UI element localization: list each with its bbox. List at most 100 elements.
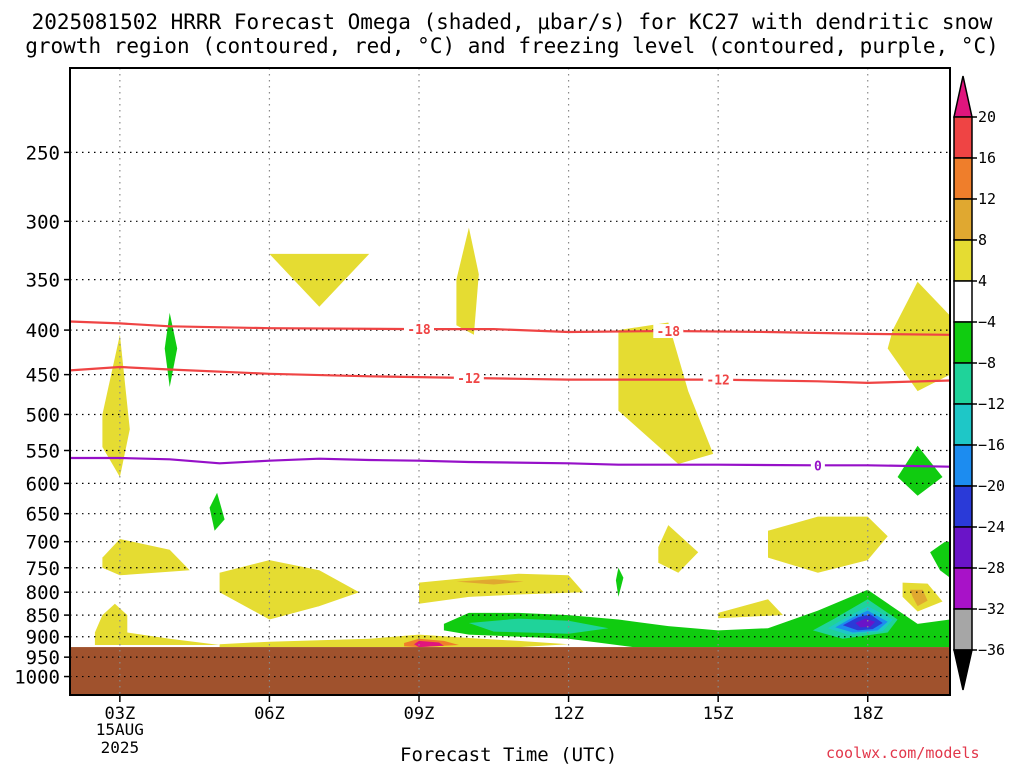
y-tick-label-500: 500: [26, 404, 60, 426]
y-tick-label-400: 400: [26, 320, 60, 342]
omega-region-15: [456, 579, 524, 585]
colorbar-label--32: −32: [978, 600, 1005, 618]
omega-region-18: [910, 589, 928, 607]
y-tick-label-950: 950: [26, 647, 60, 669]
colorbar-label--4: −4: [978, 313, 996, 331]
colorbar-bin-10: [953, 485, 973, 528]
colorbar-bin-4: [953, 239, 973, 282]
omega-region-16: [718, 599, 783, 619]
omega-region-11: [768, 516, 888, 573]
colorbar-bin-7: [953, 362, 973, 405]
colorbar-label-20: 20: [978, 108, 996, 126]
colorbar-label-4: 4: [978, 272, 987, 290]
contour-label-bg-1-1: [703, 372, 734, 387]
omega-region-22: [414, 640, 444, 648]
omega-region-2: [102, 334, 130, 477]
credit-label: coolwx.com/models: [826, 744, 980, 762]
x-tick-sublabel-year: 2025: [101, 738, 140, 757]
colorbar-bin-12: [953, 567, 973, 610]
colorbar-bin-2: [953, 157, 973, 200]
omega-region-12: [930, 541, 950, 578]
x-tick-label-06Z: 06Z: [254, 704, 285, 724]
omega-region-14: [419, 573, 584, 604]
colorbar-label-8: 8: [978, 231, 987, 249]
omega-region-3: [618, 322, 714, 464]
omega-region-1: [456, 227, 479, 335]
chart-title-line-2: growth region (contoured, red, °C) and f…: [25, 34, 999, 58]
omega-region-8: [102, 539, 190, 576]
colorbar-label-12: 12: [978, 190, 996, 208]
colorbar-label--16: −16: [978, 436, 1005, 454]
y-tick-label-750: 750: [26, 558, 60, 580]
colorbar-label--28: −28: [978, 559, 1005, 577]
y-axis: 2503003504004505005506006507007508008509…: [14, 142, 70, 689]
colorbar: 20 16 12 8 4 −4 −8 −12 −16 −20 −24 −28 −32 −36: [953, 75, 1005, 691]
omega-region-24: [468, 618, 609, 634]
contour-line-0: [70, 320, 950, 336]
colorbar-bin-5: [953, 280, 973, 323]
terrain-block: [70, 647, 950, 695]
omega-region-7: [209, 492, 225, 531]
y-tick-label-800: 800: [26, 582, 60, 604]
contour-label-0-0: -18: [407, 323, 431, 338]
contour-label-bg-0-0: [404, 322, 435, 337]
grid-layer: [70, 68, 950, 695]
x-tick-label-09Z: 09Z: [404, 704, 435, 724]
y-tick-label-700: 700: [26, 532, 60, 554]
y-tick-label-450: 450: [26, 365, 60, 387]
x-axis-label: Forecast Time (UTC): [400, 744, 618, 766]
contour-label-bg-2-0: [810, 458, 825, 473]
omega-region-4: [887, 281, 950, 392]
colorbar-bin-3: [953, 198, 973, 241]
omega-region-13: [615, 567, 624, 597]
y-tick-label-300: 300: [26, 211, 60, 233]
omega-region-19: [94, 603, 220, 645]
omega-region-10: [658, 525, 699, 573]
contour-label-bg-1-0: [453, 370, 484, 385]
x-tick-label-03Z: 03Z: [104, 704, 135, 724]
y-tick-label-250: 250: [26, 142, 60, 164]
x-tick-label-12Z: 12Z: [553, 704, 584, 724]
colorbar-bin-6: [953, 321, 973, 364]
contour-label-0-1: -18: [657, 325, 681, 340]
terrain-layer: [70, 647, 950, 695]
y-tick-label-550: 550: [26, 441, 60, 463]
colorbar-label--36: −36: [978, 641, 1005, 659]
contour-label-2-0: 0: [814, 459, 822, 474]
y-tick-label-1000: 1000: [14, 667, 60, 689]
colorbar-bin-9: [953, 444, 973, 487]
omega-region-0: [269, 253, 370, 307]
y-tick-label-350: 350: [26, 270, 60, 292]
colorbar-label--12: −12: [978, 395, 1005, 413]
colorbar-label-16: 16: [978, 149, 996, 167]
colorbar-bin-11: [953, 526, 973, 569]
colorbar-label--24: −24: [978, 518, 1005, 536]
plot-frame: [69, 67, 951, 696]
colorbar-label--20: −20: [978, 477, 1005, 495]
contour-label-1-0: -12: [457, 372, 480, 387]
contour-layer: -18 -18 -12 -12 0: [70, 320, 950, 474]
chart-title-line-1: 2025081502 HRRR Forecast Omega (shaded, …: [31, 10, 993, 34]
omega-region-6: [897, 445, 943, 496]
y-tick-label-850: 850: [26, 605, 60, 627]
omega-region-5: [164, 312, 178, 387]
y-tick-label-900: 900: [26, 627, 60, 649]
omega-shading-layer: [94, 227, 950, 648]
y-tick-label-600: 600: [26, 473, 60, 495]
x-tick-label-15Z: 15Z: [703, 704, 734, 724]
colorbar-bin-13: [953, 608, 973, 651]
colorbar-bin-8: [953, 403, 973, 446]
colorbar-label--8: −8: [978, 354, 996, 372]
omega-region-29: [855, 618, 876, 628]
y-tick-label-650: 650: [26, 504, 60, 526]
omega-region-20: [219, 634, 569, 648]
x-tick-sublabel-date: 15AUG: [96, 720, 144, 739]
colorbar-bin-1: [953, 116, 973, 159]
omega-region-9: [219, 560, 360, 620]
contour-label-1-1: -12: [706, 374, 729, 389]
colorbar-bin-14: [953, 649, 973, 691]
x-tick-label-18Z: 18Z: [852, 704, 883, 724]
contour-label-bg-0-1: [653, 324, 684, 339]
